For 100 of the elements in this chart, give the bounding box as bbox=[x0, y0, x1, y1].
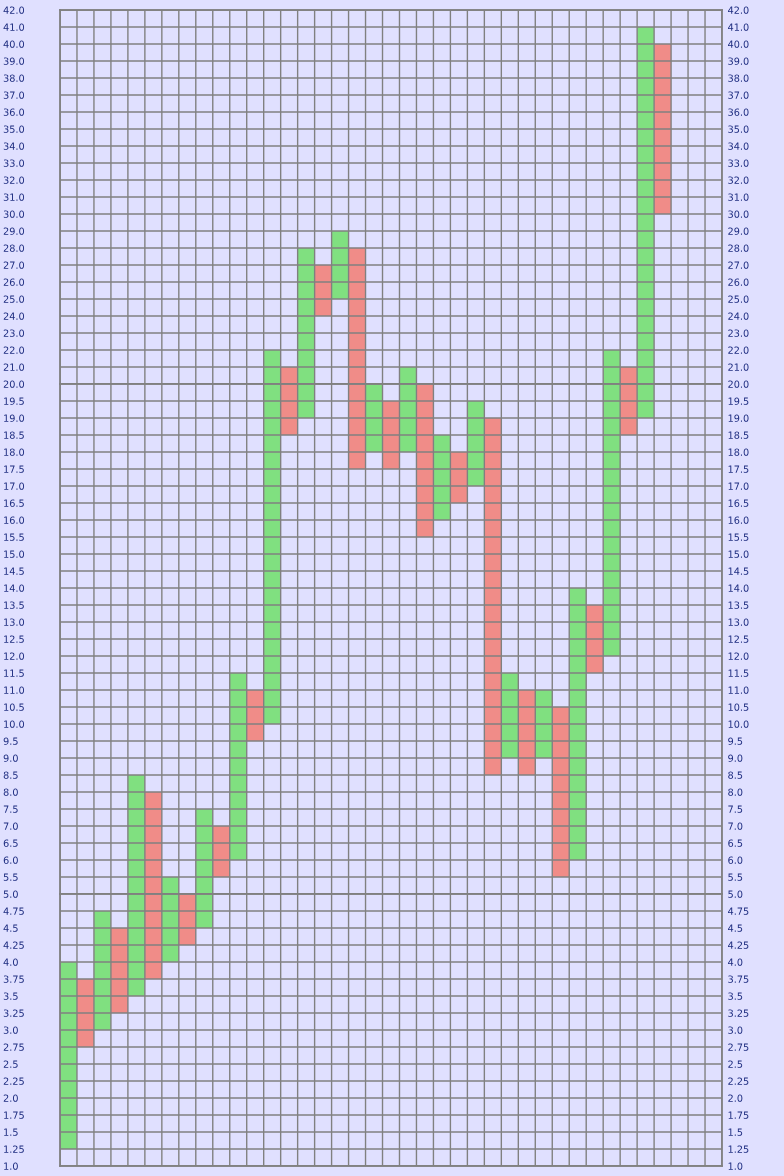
y-tick-label: 31.0 bbox=[3, 193, 25, 201]
y-tick-label: 18.0 bbox=[4, 448, 25, 456]
y-tick-label: 9.5 bbox=[3, 737, 18, 745]
y2-tick-label: 26.0 bbox=[728, 278, 749, 286]
y2-tick-label: 8.0 bbox=[728, 788, 743, 796]
y2-tick-label: 12.0 bbox=[728, 652, 749, 660]
y-tick-label: 28.0 bbox=[3, 244, 25, 252]
y-tick-label: 18.5 bbox=[4, 431, 24, 439]
y-tick-label: 1.0 bbox=[4, 1162, 18, 1170]
y-tick-label: 16.0 bbox=[4, 516, 25, 524]
y2-tick-label: 37.0 bbox=[728, 91, 749, 99]
y-tick-label: 41.0 bbox=[3, 23, 25, 31]
y-tick-label: 2.25 bbox=[3, 1077, 24, 1085]
y2-tick-label: 16.5 bbox=[728, 499, 749, 507]
y-tick-label: 27.0 bbox=[3, 261, 25, 269]
y2-tick-label: 1.0 bbox=[728, 1162, 743, 1170]
y-tick-label: 10.0 bbox=[4, 720, 25, 728]
y2-tick-label: 41.0 bbox=[728, 23, 749, 31]
y2-tick-label: 12.5 bbox=[728, 635, 749, 643]
y2-tick-label: 14.0 bbox=[728, 584, 749, 592]
y2-tick-label: 17.0 bbox=[728, 482, 749, 490]
y2-tick-label: 34.0 bbox=[728, 142, 749, 150]
y-tick-label: 3.5 bbox=[3, 992, 18, 1000]
y2-tick-label: 42.0 bbox=[728, 6, 749, 14]
y-tick-label: 8.5 bbox=[3, 771, 18, 779]
y-tick-label: 1.75 bbox=[4, 1111, 24, 1119]
y2-tick-label: 1.75 bbox=[728, 1111, 749, 1119]
y-tick-label: 37.0 bbox=[3, 91, 25, 99]
y2-tick-label: 30.0 bbox=[728, 210, 749, 218]
y-tick-label: 2.75 bbox=[3, 1043, 24, 1051]
y2-tick-label: 9.5 bbox=[728, 737, 743, 745]
y-tick-label: 26.0 bbox=[3, 278, 25, 286]
y2-tick-label: 1.5 bbox=[728, 1128, 743, 1136]
y-tick-label: 2.5 bbox=[3, 1060, 18, 1068]
y2-tick-label: 6.5 bbox=[728, 839, 743, 847]
y-tick-label: 17.5 bbox=[4, 465, 24, 473]
y-tick-label: 1.25 bbox=[4, 1145, 24, 1153]
y2-tick-label: 25.0 bbox=[728, 295, 749, 303]
y2-tick-label: 2.75 bbox=[728, 1043, 749, 1051]
y-tick-label: 33.0 bbox=[3, 159, 25, 167]
y-tick-label: 19.5 bbox=[4, 397, 24, 405]
y2-tick-label: 23.0 bbox=[728, 329, 749, 337]
y-tick-label: 11.5 bbox=[4, 669, 24, 677]
y2-tick-label: 1.25 bbox=[728, 1145, 749, 1153]
y-tick-label: 30.0 bbox=[3, 210, 25, 218]
y-tick-label: 10.5 bbox=[4, 703, 24, 711]
y-tick-label: 19.0 bbox=[4, 414, 25, 422]
y-tick-label: 4.0 bbox=[3, 958, 18, 966]
y-tick-label: 3.0 bbox=[3, 1026, 18, 1034]
y-tick-label: 42.0 bbox=[3, 6, 25, 14]
y-tick-label: 11.0 bbox=[4, 686, 25, 694]
y2-tick-label: 13.0 bbox=[728, 618, 749, 626]
y-tick-label: 24.0 bbox=[3, 312, 25, 320]
y2-tick-label: 4.5 bbox=[728, 924, 743, 932]
y2-tick-label: 13.5 bbox=[728, 601, 749, 609]
y2-tick-label: 2.0 bbox=[728, 1094, 743, 1102]
y-tick-label: 16.5 bbox=[4, 499, 24, 507]
y2-tick-label: 36.0 bbox=[728, 108, 749, 116]
y2-tick-label: 3.75 bbox=[728, 975, 749, 983]
y-tick-label: 17.0 bbox=[4, 482, 25, 490]
y2-tick-label: 17.5 bbox=[728, 465, 749, 473]
y2-tick-label: 11.5 bbox=[728, 669, 749, 677]
y-tick-label: 6.5 bbox=[3, 839, 18, 847]
y-tick-label: 3.75 bbox=[3, 975, 24, 983]
y-tick-label: 14.5 bbox=[4, 567, 24, 575]
y2-tick-label: 3.25 bbox=[728, 1009, 749, 1017]
y-tick-label: 23.0 bbox=[3, 329, 25, 337]
y-tick-label: 40.0 bbox=[3, 40, 25, 48]
y-tick-label: 25.0 bbox=[3, 295, 25, 303]
y-tick-label: 35.0 bbox=[3, 125, 25, 133]
y-tick-label: 6.0 bbox=[3, 856, 18, 864]
y2-tick-label: 35.0 bbox=[728, 125, 749, 133]
y-tick-label: 36.0 bbox=[3, 108, 25, 116]
y2-tick-label: 39.0 bbox=[728, 57, 749, 65]
y2-tick-label: 5.0 bbox=[728, 890, 743, 898]
y-tick-label: 7.5 bbox=[3, 805, 18, 813]
y2-tick-label: 2.5 bbox=[728, 1060, 743, 1068]
y2-tick-label: 40.0 bbox=[728, 40, 749, 48]
y-tick-label: 3.25 bbox=[3, 1009, 24, 1017]
y-tick-label: 1.5 bbox=[4, 1128, 18, 1136]
y2-tick-label: 31.0 bbox=[728, 193, 749, 201]
y-tick-label: 20.0 bbox=[3, 380, 25, 388]
y-tick-label: 2.0 bbox=[3, 1094, 18, 1102]
y2-tick-label: 33.0 bbox=[728, 159, 749, 167]
y-tick-label: 15.0 bbox=[4, 550, 25, 558]
y-tick-label: 5.0 bbox=[3, 890, 18, 898]
y-tick-label: 12.5 bbox=[4, 635, 24, 643]
y-tick-label: 21.0 bbox=[3, 363, 25, 371]
y2-tick-label: 11.0 bbox=[728, 686, 749, 694]
y2-tick-label: 24.0 bbox=[728, 312, 749, 320]
y2-tick-label: 5.5 bbox=[728, 873, 743, 881]
y2-tick-label: 15.0 bbox=[728, 550, 749, 558]
y-tick-label: 32.0 bbox=[3, 176, 25, 184]
y-tick-label: 15.5 bbox=[4, 533, 24, 541]
y2-tick-label: 20.0 bbox=[728, 380, 749, 388]
y2-tick-label: 9.0 bbox=[728, 754, 743, 762]
y-tick-label: 7.0 bbox=[3, 822, 18, 830]
y2-tick-label: 32.0 bbox=[728, 176, 749, 184]
y2-tick-label: 7.0 bbox=[728, 822, 743, 830]
y2-tick-label: 14.5 bbox=[728, 567, 749, 575]
